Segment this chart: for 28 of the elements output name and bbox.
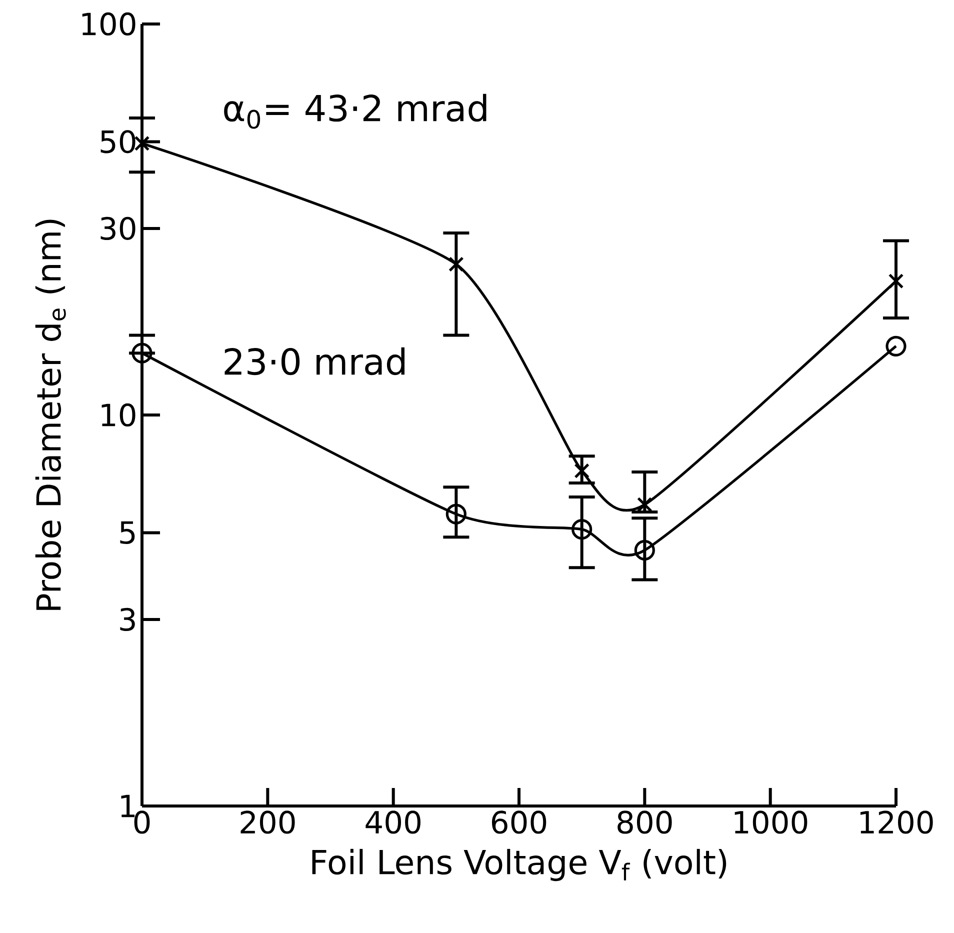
- x-tick-label: 0: [134, 810, 150, 834]
- y-tick-label: 1: [121, 794, 134, 818]
- point: [574, 463, 590, 478]
- x-tick-label: 600: [492, 810, 546, 834]
- series-label: α$_{0}$= 43·2 mrad: [224, 94, 486, 129]
- x-tick-label: 1000: [734, 810, 808, 834]
- y-axis-title: Probe Diameter d$_{e}$ (nm): [35, 220, 66, 610]
- point: [634, 540, 655, 561]
- y-tick-label: 3: [120, 608, 135, 632]
- y-tick-label: 100: [82, 12, 136, 36]
- point: [886, 336, 906, 356]
- x-tick-label: 400: [366, 810, 420, 834]
- y-tick-label: 5: [120, 521, 135, 544]
- y-tick-label: 10: [102, 403, 136, 427]
- point: [637, 496, 652, 512]
- x-axis-title: Foil Lens Voltage V$_{f}$ (volt): [312, 848, 726, 882]
- y-tick-label: 30: [100, 216, 136, 240]
- x-tick-label: 200: [240, 810, 295, 834]
- point: [132, 342, 152, 364]
- point: [572, 519, 592, 540]
- point: [888, 273, 904, 289]
- point: [134, 136, 150, 152]
- point: [446, 504, 466, 524]
- series-label: 23·0 mrad: [224, 347, 404, 376]
- y-tick-label: 50: [100, 130, 136, 154]
- point: [448, 256, 464, 272]
- x-tick-label: 1200: [860, 810, 933, 834]
- x-tick-label: 800: [618, 810, 672, 834]
